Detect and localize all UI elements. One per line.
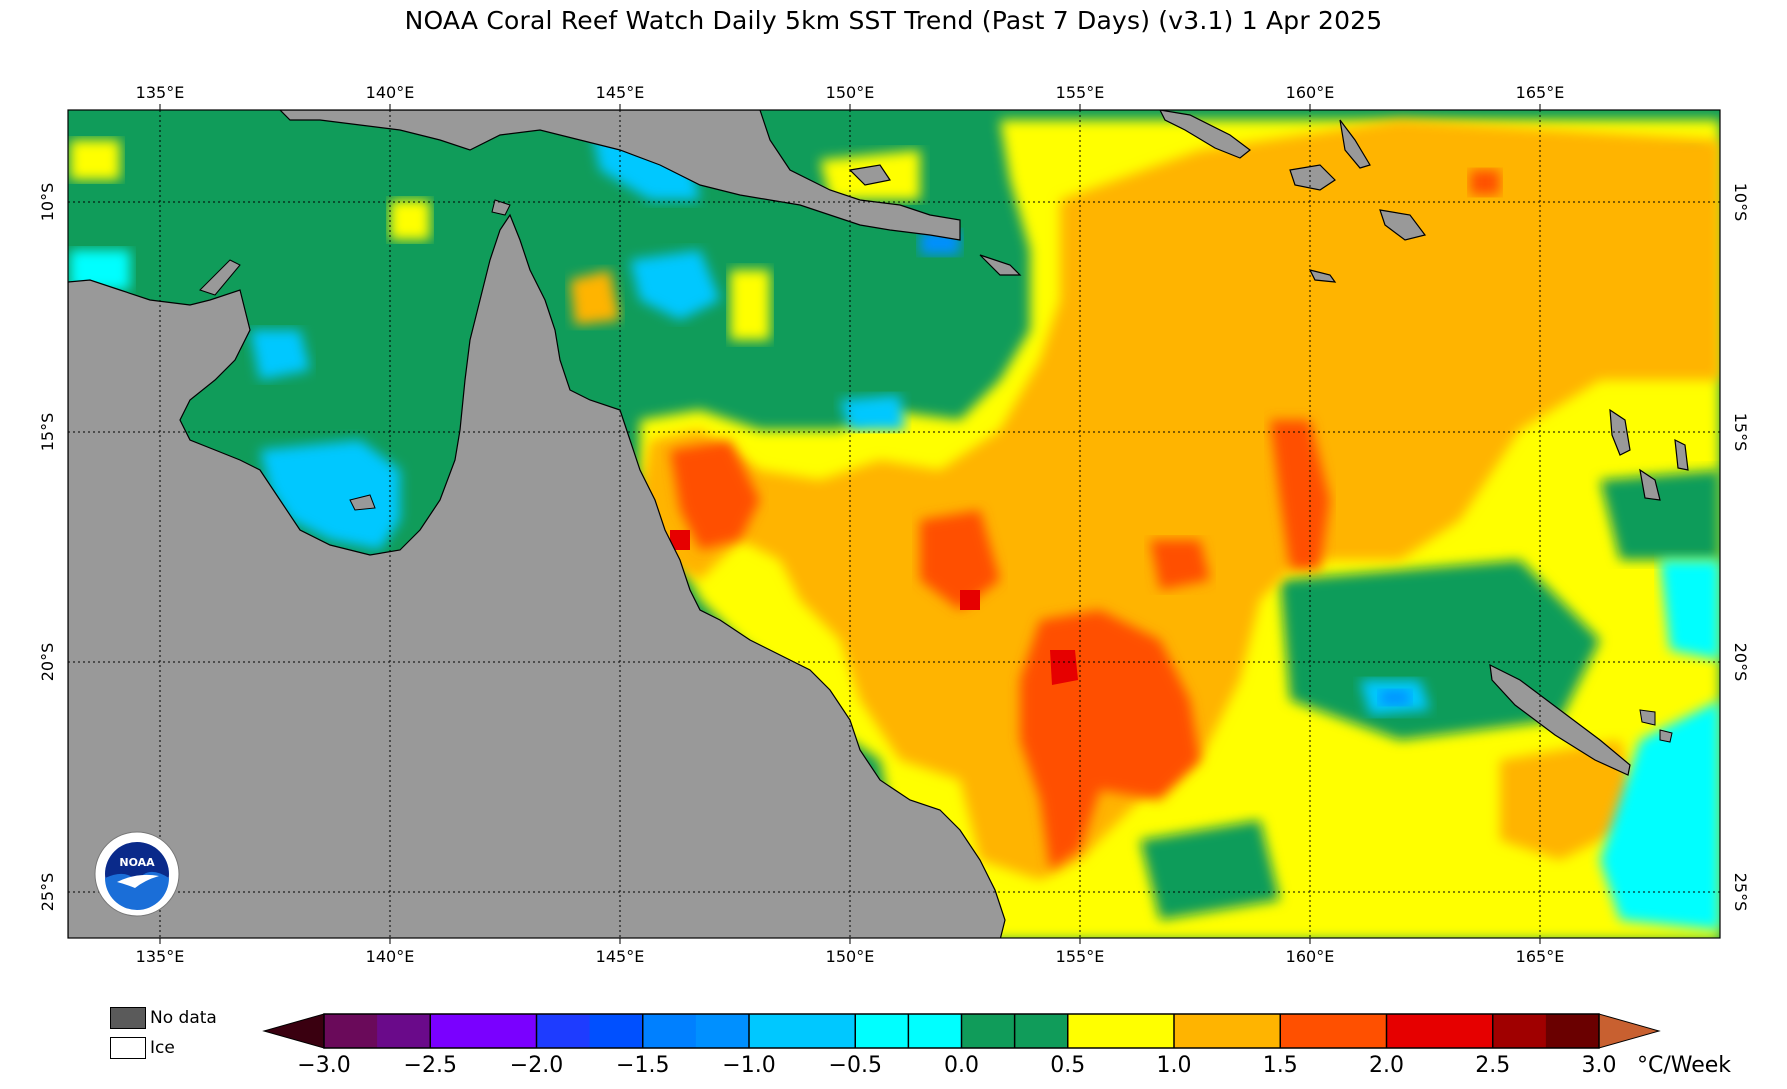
colorbar-cell [642,1014,697,1048]
map-frame [67,109,1721,939]
colorbar-tick-label: 2.0 [1369,1053,1404,1078]
lon-label: 165°E [1516,947,1565,966]
colorbar-tick-label: 2.5 [1475,1053,1510,1078]
colorbar-cell [1014,1014,1069,1048]
colorbar-cell [908,1014,962,1048]
lon-label: 135°E [136,83,185,102]
lat-labels-left: 10°S 15°S 20°S 25°S [38,183,57,912]
lon-label: 155°E [1056,83,1105,102]
colorbar-tick-label: −3.0 [297,1053,350,1078]
lat-label: 20°S [1731,643,1750,682]
sst-trend-map [68,110,1720,938]
ice-label: Ice [150,1038,175,1058]
lon-label: 135°E [136,947,185,966]
colorbar-tick-label: −1.5 [616,1053,669,1078]
noaa-logo-icon: NOAA [94,831,180,917]
lon-label: 165°E [1516,83,1565,102]
lat-label: 20°S [38,643,57,682]
lat-label: 15°S [38,413,57,452]
colorbar: −3.0 −2.5 −2.0 −1.5 −1.0 −0.5 0.0 0.5 1.0 1.5 2.0 2… [262,1013,1731,1078]
colorbar-cell [1227,1014,1281,1048]
colorbar-tick-label: −1.0 [722,1053,775,1078]
colorbar-cell [1174,1014,1228,1048]
colorbar-cell [1492,1014,1547,1048]
colorbar-cell [536,1014,591,1048]
map-title: NOAA Coral Reef Watch Daily 5km SST Tren… [404,6,1383,35]
lat-labels-right: 10°S 15°S 20°S 25°S [1731,183,1750,912]
nodata-label: No data [150,1008,217,1028]
colorbar-tick-label: 0.0 [944,1053,979,1078]
lon-label: 145°E [596,83,645,102]
colorbar-cell [1386,1014,1441,1048]
colorbar-cell [1067,1014,1122,1048]
colorbar-cell [961,1014,1016,1048]
colorbar-cell [695,1014,750,1048]
colorbar-cell [1280,1014,1334,1048]
gridlines [68,110,1720,938]
colorbar-cell [377,1014,431,1048]
lon-label: 150°E [826,947,875,966]
colorbar-tick-label: 1.0 [1157,1053,1192,1078]
land-australia [68,213,1006,938]
colorbar-cell [802,1014,856,1048]
lon-label: 160°E [1286,947,1335,966]
colorbar-cell [749,1014,803,1048]
colorbar-tick-label: −2.5 [404,1053,457,1078]
lon-labels-bottom: 135°E 140°E 145°E 150°E 155°E 160°E 165°… [136,947,1565,966]
colorbar-cell [324,1014,378,1048]
colorbar-cell [483,1014,537,1048]
lon-label: 140°E [366,947,415,966]
colorbar-tick-label: −0.5 [829,1053,882,1078]
nodata-swatch [110,1007,146,1029]
land-new-caledonia [1489,663,1631,776]
colorbar-cell [855,1014,909,1048]
colorbar-tick-label: 1.5 [1263,1053,1298,1078]
colorbar-unit-label: °C/Week [1637,1053,1731,1078]
lon-label: 150°E [826,83,875,102]
lat-label: 10°S [38,183,57,222]
lon-label: 145°E [596,947,645,966]
lat-label: 15°S [1731,413,1750,452]
colorbar-under-triangle [262,1013,325,1049]
lon-label: 155°E [1056,947,1105,966]
trend-region-orange [640,120,1720,880]
lon-label: 140°E [366,83,415,102]
colorbar-cell [430,1014,484,1048]
colorbar-cell [1120,1014,1175,1048]
lat-label: 10°S [1731,183,1750,222]
lon-labels-top: 135°E 140°E 145°E 150°E 155°E 160°E 165°… [136,83,1565,102]
ice-swatch [110,1037,146,1059]
colorbar-cell [1333,1014,1387,1048]
legend-ice: Ice [110,1037,175,1059]
colorbar-tick-label: 3.0 [1582,1053,1617,1078]
legend-nodata: No data [110,1007,217,1029]
lat-label: 25°S [38,873,57,912]
colorbar-cell [589,1014,644,1048]
colorbar-tick-label: −2.0 [510,1053,563,1078]
land-solomon-islands [1159,110,1251,159]
logo-text: NOAA [119,856,155,869]
lat-label: 25°S [1731,873,1750,912]
colorbar-cell [1545,1014,1600,1048]
lon-label: 160°E [1286,83,1335,102]
colorbar-cell [1439,1014,1494,1048]
colorbar-over-triangle [1598,1013,1661,1049]
colorbar-tick-label: 0.5 [1050,1053,1085,1078]
